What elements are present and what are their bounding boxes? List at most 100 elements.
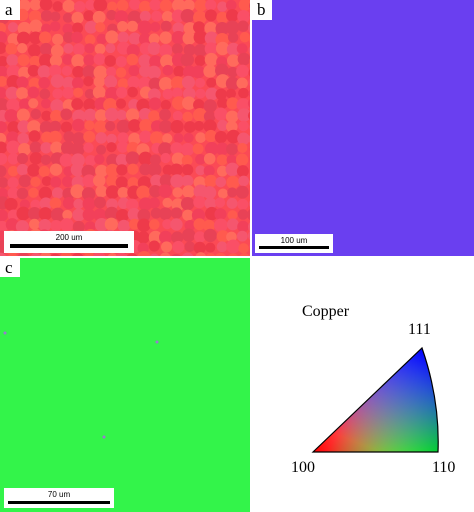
grain [84, 252, 96, 256]
grain [94, 43, 106, 55]
grain [149, 55, 162, 68]
grain [83, 54, 95, 66]
grain [62, 54, 74, 65]
grain [41, 23, 52, 34]
grain [38, 186, 52, 200]
grain [150, 174, 163, 187]
grain [29, 0, 42, 11]
grain [41, 176, 52, 187]
grain [227, 187, 238, 198]
grain [6, 54, 19, 67]
grain [0, 152, 8, 165]
grain [159, 43, 173, 58]
scale-bar [8, 501, 110, 504]
grain [126, 198, 139, 212]
grain [236, 43, 248, 55]
grain [60, 218, 74, 232]
grain [237, 142, 248, 154]
grain [214, 130, 228, 144]
grain [52, 88, 63, 99]
grain [49, 197, 62, 210]
grain [7, 153, 20, 165]
grain [238, 243, 249, 254]
grain [182, 96, 196, 110]
grain [94, 196, 106, 209]
grain [226, 97, 239, 110]
grain [203, 110, 216, 123]
grain [16, 42, 28, 54]
grain [195, 252, 207, 256]
grain [194, 0, 208, 12]
panel-label: a [5, 0, 13, 19]
grain [5, 43, 18, 55]
grain [95, 164, 108, 178]
grain [115, 153, 129, 167]
grain [39, 121, 53, 134]
grain [204, 42, 218, 56]
grain [217, 97, 229, 109]
grain [49, 64, 62, 78]
grain [48, 130, 62, 144]
grain [105, 43, 116, 54]
grain [182, 252, 194, 256]
grain [70, 162, 85, 177]
grain [104, 217, 118, 231]
grain [248, 23, 250, 33]
grain [93, 174, 106, 187]
grain [150, 21, 161, 32]
grain [193, 30, 208, 45]
grain [93, 53, 106, 66]
grain [72, 252, 84, 256]
grain [96, 144, 107, 155]
grain [117, 132, 129, 144]
grain [16, 153, 29, 165]
grain [117, 78, 129, 89]
grain [214, 252, 227, 256]
grain [170, 163, 183, 177]
grain [16, 206, 31, 221]
grain [82, 174, 96, 188]
grain [28, 77, 41, 90]
grain [226, 88, 237, 99]
grain [238, 175, 250, 187]
grain [239, 32, 250, 43]
grain [105, 30, 119, 44]
corner-label: 100 [291, 459, 315, 476]
panel-label: c [5, 258, 13, 277]
grain [62, 12, 73, 23]
grain [39, 31, 52, 44]
grain [148, 97, 162, 110]
grain [226, 197, 238, 209]
grain [183, 44, 196, 57]
grain [71, 31, 83, 44]
grain [138, 151, 153, 166]
grain [7, 165, 19, 177]
speck [102, 435, 106, 439]
color-key [313, 348, 439, 452]
grain [50, 99, 64, 113]
grain [18, 174, 32, 188]
grain [225, 162, 240, 177]
grain [162, 197, 173, 208]
grain [225, 20, 240, 35]
grain [93, 75, 106, 88]
grain [59, 153, 73, 167]
grain [61, 175, 74, 188]
grain [180, 8, 195, 23]
grain [148, 240, 160, 252]
grain [173, 65, 185, 77]
grain [84, 34, 96, 46]
grain [226, 54, 240, 67]
grain [105, 86, 119, 101]
grain [184, 121, 196, 133]
grain [228, 253, 238, 256]
grain [182, 228, 196, 242]
scale-bar [10, 244, 128, 248]
grain [203, 64, 217, 78]
grain [62, 197, 75, 210]
grain [184, 241, 196, 252]
grain [248, 89, 250, 98]
grain [137, 208, 151, 222]
grain [0, 75, 8, 87]
grain [28, 98, 39, 109]
